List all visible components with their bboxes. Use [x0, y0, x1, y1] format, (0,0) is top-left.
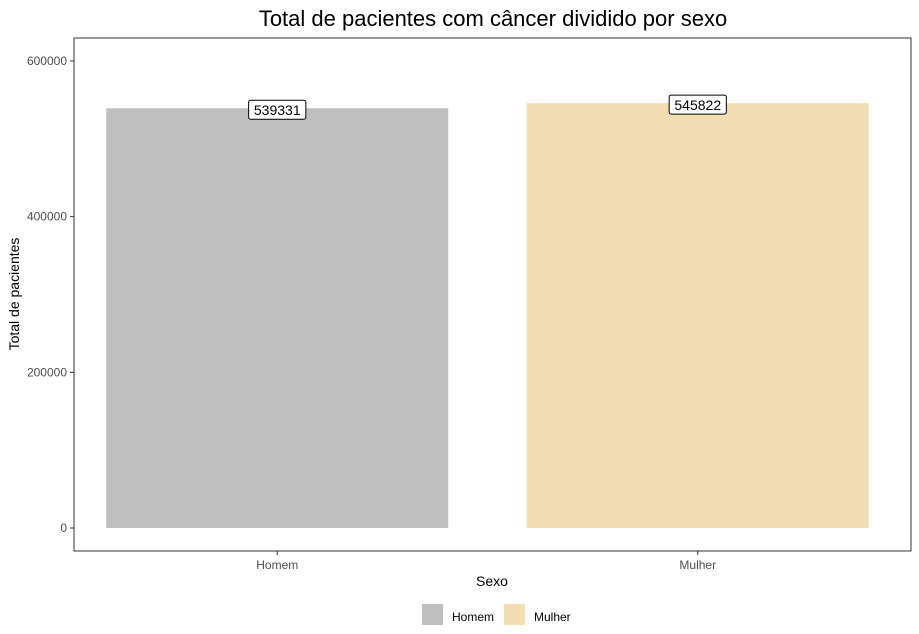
- legend-swatch: [504, 604, 525, 625]
- x-tick-label: Mulher: [679, 558, 716, 572]
- y-tick-label: 0: [60, 521, 67, 535]
- bar: [106, 108, 449, 528]
- data-label: 545822: [674, 97, 721, 113]
- x-tick-label: Homem: [256, 558, 298, 572]
- data-label-box: [668, 94, 727, 115]
- data-labels: 539331 545822: [248, 94, 727, 120]
- y-tick-label: 200000: [27, 365, 67, 379]
- legend: Homem Mulher: [422, 604, 571, 625]
- y-tick-label: 400000: [27, 210, 67, 224]
- legend-label: Homem: [452, 610, 494, 624]
- bars: [106, 103, 869, 528]
- y-axis: 0 200000 400000 600000: [27, 54, 74, 535]
- legend-label: Mulher: [534, 610, 571, 624]
- data-label: 539331: [254, 102, 301, 118]
- legend-swatch: [422, 604, 443, 625]
- bar: [526, 103, 869, 528]
- y-axis-title: Total de pacientes: [6, 238, 22, 351]
- y-tick-label: 600000: [27, 54, 67, 68]
- x-axis-title: Sexo: [476, 573, 508, 589]
- x-axis: Homem Mulher: [256, 551, 716, 572]
- chart-title: Total de pacientes com câncer dividido p…: [259, 6, 727, 31]
- data-label-box: [248, 99, 307, 120]
